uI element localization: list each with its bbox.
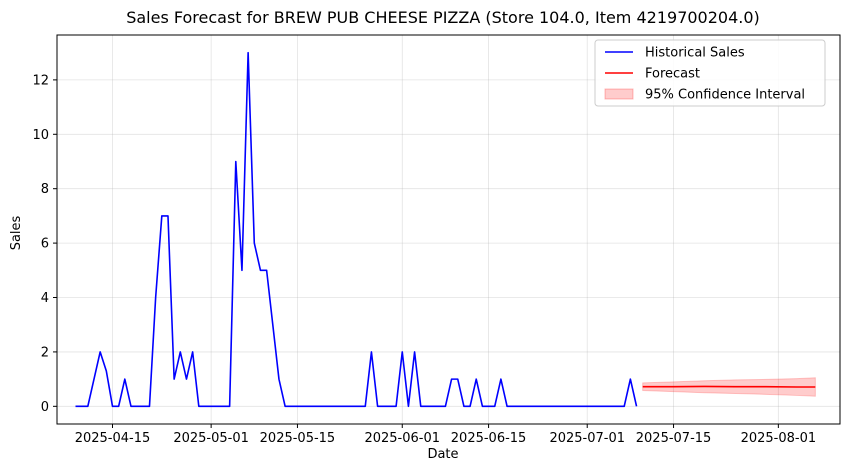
historical-sales-line [75,51,638,408]
x-tick-label: 2025-04-15 [75,431,151,446]
chart-title: Sales Forecast for BREW PUB CHEESE PIZZA… [126,8,760,27]
x-tick-label: 2025-08-01 [741,431,817,446]
axis-ticks: 0 2 4 6 8 10 12 2025-04-15 2025-05-01 2025-05-15 2… [32,73,816,446]
series-lines-layer [75,51,816,408]
legend: Historical Sales Forecast 95% Confidence I… [594,39,826,107]
y-tick-label: 8 [41,182,49,197]
y-tick-label: 12 [32,73,49,88]
x-tick-label: 2025-07-01 [549,431,625,446]
y-tick-label: 10 [32,128,49,143]
y-tick-label: 6 [41,237,49,252]
y-tick-label: 4 [41,291,49,306]
legend-box [594,39,826,107]
plot-frame [56,34,841,425]
x-tick-label: 2025-05-01 [173,431,249,446]
x-tick-label: 2025-05-15 [260,431,336,446]
y-tick-label: 2 [41,345,49,360]
legend-confidence-interval-swatch [604,88,634,100]
legend-confidence-interval-label: 95% Confidence Interval [645,88,805,103]
x-tick-label: 2025-06-15 [451,431,527,446]
x-tick-label: 2025-07-15 [636,431,712,446]
y-axis-title: Sales [9,215,24,250]
grid-lines [57,35,840,424]
x-axis-title: Date [427,447,458,462]
legend-historical-sales-label: Historical Sales [645,46,745,61]
y-tick-label: 0 [41,400,49,415]
forecast-line [642,385,816,388]
legend-forecast-label: Forecast [645,67,700,82]
x-tick-label: 2025-06-01 [364,431,440,446]
